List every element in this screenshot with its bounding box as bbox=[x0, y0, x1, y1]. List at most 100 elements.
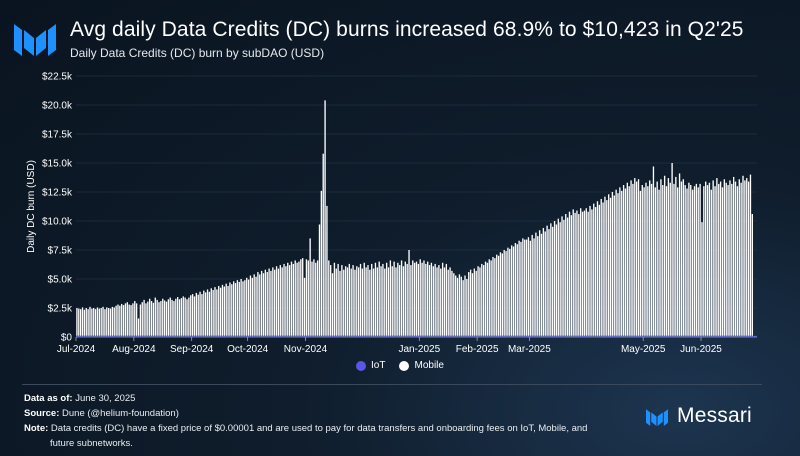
bar-iot bbox=[712, 335, 714, 337]
x-tick-label: May-2025 bbox=[621, 344, 666, 355]
bar-mobile bbox=[275, 266, 278, 336]
bar-iot bbox=[744, 335, 746, 337]
bar-iot bbox=[274, 335, 276, 337]
bar-mobile bbox=[587, 211, 589, 336]
bar-iot bbox=[385, 335, 388, 337]
bar-iot bbox=[275, 335, 278, 337]
bar-mobile bbox=[337, 263, 339, 336]
bar-mobile bbox=[608, 194, 610, 336]
bar-mobile bbox=[391, 266, 393, 336]
bar-mobile bbox=[384, 268, 386, 336]
bar-iot bbox=[184, 335, 186, 337]
bar-iot bbox=[747, 335, 750, 337]
bar-mobile bbox=[475, 270, 477, 336]
bar-iot bbox=[725, 335, 727, 337]
bar-mobile bbox=[710, 189, 712, 336]
bar-iot bbox=[583, 335, 586, 337]
bar-mobile bbox=[499, 252, 502, 336]
bar-iot bbox=[374, 335, 377, 337]
bar-iot bbox=[522, 335, 524, 337]
bar-iot bbox=[296, 335, 298, 337]
bar-iot bbox=[346, 335, 349, 337]
bar-iot bbox=[400, 335, 403, 337]
bar-iot bbox=[81, 335, 84, 337]
x-tick-label: Jan-2025 bbox=[398, 344, 440, 355]
bar-iot bbox=[363, 335, 365, 337]
bar-mobile bbox=[223, 286, 225, 336]
bar-mobile bbox=[695, 183, 698, 336]
bar-mobile bbox=[156, 299, 158, 336]
bar-mobile bbox=[357, 267, 360, 336]
bar-mobile bbox=[678, 173, 681, 336]
legend-item-iot[interactable]: IoT bbox=[356, 360, 385, 371]
bar-mobile bbox=[106, 307, 108, 336]
bar-mobile bbox=[434, 263, 436, 336]
legend-label-mobile: Mobile bbox=[414, 360, 444, 371]
bar-mobile bbox=[593, 203, 595, 336]
y-tick-label: $22.5k bbox=[42, 72, 73, 83]
bar-iot bbox=[402, 335, 405, 337]
bar-iot bbox=[566, 335, 569, 337]
bar-mobile bbox=[594, 207, 597, 336]
bar-mobile bbox=[186, 299, 188, 336]
bar-mobile bbox=[488, 259, 490, 336]
bar-mobile bbox=[113, 307, 115, 336]
bar-mobile bbox=[609, 197, 612, 336]
bar-mobile bbox=[699, 183, 701, 336]
bar-iot bbox=[576, 335, 578, 337]
bar-iot bbox=[246, 335, 248, 337]
bar-iot bbox=[497, 335, 500, 337]
bar-mobile bbox=[449, 267, 451, 336]
bar-mobile bbox=[296, 262, 298, 336]
bar-mobile bbox=[561, 216, 563, 336]
bar-iot bbox=[255, 335, 257, 337]
bar-iot bbox=[565, 335, 567, 337]
note-label: Note: bbox=[24, 423, 49, 434]
bar-iot bbox=[742, 335, 744, 337]
bar-mobile bbox=[303, 277, 306, 336]
bar-mobile bbox=[288, 265, 291, 336]
bar-mobile bbox=[359, 263, 362, 336]
bar-mobile bbox=[746, 178, 748, 336]
bar-mobile bbox=[430, 262, 433, 336]
bar-mobile bbox=[399, 265, 401, 336]
bar-iot bbox=[430, 335, 433, 337]
bar-iot bbox=[667, 335, 670, 337]
bar-mobile bbox=[229, 282, 231, 336]
page-subtitle: Daily Data Credits (DC) burn by subDAO (… bbox=[70, 46, 325, 60]
bar-mobile bbox=[150, 301, 153, 336]
bar-mobile bbox=[79, 309, 82, 336]
bar-iot bbox=[318, 335, 321, 337]
legend-item-mobile[interactable]: Mobile bbox=[399, 360, 444, 371]
bar-iot bbox=[107, 335, 110, 337]
bar-iot bbox=[589, 335, 591, 337]
bar-iot bbox=[287, 335, 289, 337]
bar-mobile bbox=[98, 308, 100, 336]
bar-mobile bbox=[512, 246, 515, 336]
bar-iot bbox=[197, 335, 199, 337]
bar-mobile bbox=[316, 260, 319, 336]
bar-mobile bbox=[619, 187, 621, 336]
bar-iot bbox=[225, 335, 227, 337]
bar-mobile bbox=[137, 318, 140, 336]
bar-iot bbox=[440, 335, 442, 337]
bar-mobile bbox=[662, 185, 664, 336]
bar-iot bbox=[229, 335, 231, 337]
bar-iot bbox=[180, 335, 183, 337]
bar-iot bbox=[315, 335, 317, 337]
bar-mobile bbox=[565, 214, 567, 336]
bar-mobile bbox=[119, 305, 121, 336]
bar-mobile bbox=[307, 260, 309, 336]
bar-mobile bbox=[313, 259, 315, 336]
bar-mobile bbox=[490, 260, 492, 336]
bar-iot bbox=[637, 335, 640, 337]
bar-mobile bbox=[425, 263, 427, 336]
bar-mobile bbox=[544, 231, 546, 336]
bar-iot bbox=[96, 335, 99, 337]
bar-iot bbox=[736, 335, 739, 337]
bar-iot bbox=[553, 335, 556, 337]
bar-mobile bbox=[385, 262, 388, 336]
bar-iot bbox=[182, 335, 184, 337]
bar-mobile bbox=[78, 308, 80, 336]
bar-iot bbox=[494, 335, 496, 337]
